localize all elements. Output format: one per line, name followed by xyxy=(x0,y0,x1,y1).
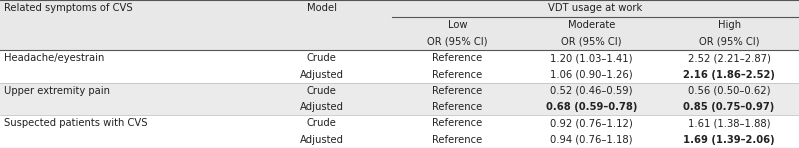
Bar xyxy=(0,115,799,132)
Text: Reference: Reference xyxy=(432,135,483,145)
Text: Crude: Crude xyxy=(307,53,336,63)
Bar xyxy=(0,132,799,148)
Text: 1.61 (1.38–1.88): 1.61 (1.38–1.88) xyxy=(688,119,770,128)
Bar xyxy=(0,0,799,50)
Text: Reference: Reference xyxy=(432,70,483,79)
Text: Reference: Reference xyxy=(432,119,483,128)
Text: 0.56 (0.50–0.62): 0.56 (0.50–0.62) xyxy=(688,86,770,96)
Text: 0.68 (0.59–0.78): 0.68 (0.59–0.78) xyxy=(546,102,637,112)
Text: Headache/eyestrain: Headache/eyestrain xyxy=(4,53,105,63)
Text: Crude: Crude xyxy=(307,119,336,128)
Text: Adjusted: Adjusted xyxy=(300,135,344,145)
Bar xyxy=(0,99,799,115)
Text: Reference: Reference xyxy=(432,86,483,96)
Text: Crude: Crude xyxy=(307,86,336,96)
Text: 0.85 (0.75–0.97): 0.85 (0.75–0.97) xyxy=(683,102,775,112)
Text: 0.92 (0.76–1.12): 0.92 (0.76–1.12) xyxy=(550,119,633,128)
Text: 1.06 (0.90–1.26): 1.06 (0.90–1.26) xyxy=(550,70,633,79)
Text: Low: Low xyxy=(447,20,467,30)
Text: Reference: Reference xyxy=(432,53,483,63)
Text: Adjusted: Adjusted xyxy=(300,102,344,112)
Text: 1.69 (1.39–2.06): 1.69 (1.39–2.06) xyxy=(683,135,775,145)
Text: OR (95% CI): OR (95% CI) xyxy=(561,37,622,47)
Bar xyxy=(0,50,799,66)
Text: High: High xyxy=(718,20,741,30)
Text: OR (95% CI): OR (95% CI) xyxy=(699,37,759,47)
Text: 0.52 (0.46–0.59): 0.52 (0.46–0.59) xyxy=(550,86,633,96)
Text: VDT usage at work: VDT usage at work xyxy=(548,3,642,13)
Text: Upper extremity pain: Upper extremity pain xyxy=(4,86,110,96)
Text: Model: Model xyxy=(307,3,336,13)
Text: Moderate: Moderate xyxy=(567,20,615,30)
Text: 0.94 (0.76–1.18): 0.94 (0.76–1.18) xyxy=(550,135,633,145)
Text: OR (95% CI): OR (95% CI) xyxy=(427,37,487,47)
Text: 1.20 (1.03–1.41): 1.20 (1.03–1.41) xyxy=(550,53,633,63)
Text: Suspected patients with CVS: Suspected patients with CVS xyxy=(4,119,148,128)
Text: 2.52 (2.21–2.87): 2.52 (2.21–2.87) xyxy=(688,53,770,63)
Text: Reference: Reference xyxy=(432,102,483,112)
Text: Adjusted: Adjusted xyxy=(300,70,344,79)
Text: Related symptoms of CVS: Related symptoms of CVS xyxy=(4,3,133,13)
Text: 2.16 (1.86–2.52): 2.16 (1.86–2.52) xyxy=(683,70,775,79)
Bar xyxy=(0,66,799,83)
Bar xyxy=(0,83,799,99)
